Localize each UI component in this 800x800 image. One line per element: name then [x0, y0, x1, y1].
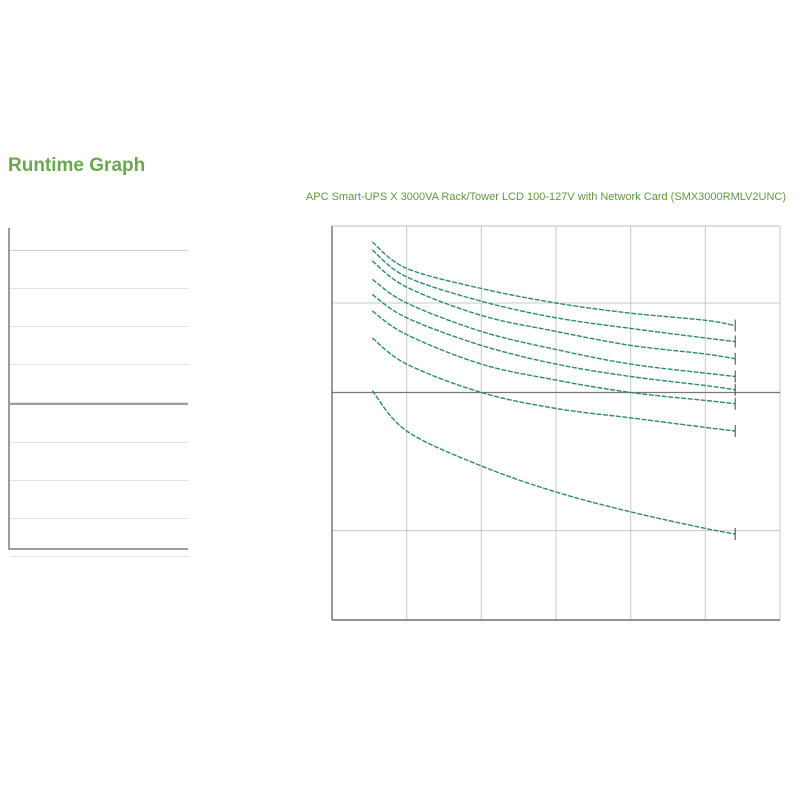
legend-row: [10, 519, 188, 557]
page-title: Runtime Graph: [8, 155, 146, 176]
runtime-series-line: [371, 249, 736, 343]
runtime-series-line: [371, 260, 736, 360]
runtime-legend-table: [8, 228, 188, 557]
runtime-series-line: [371, 278, 736, 378]
runtime-series-line: [371, 310, 736, 405]
runtime-series-line: [371, 390, 736, 535]
legend-row: [10, 481, 188, 519]
product-title: APC Smart-UPS X 3000VA Rack/Tower LCD 10…: [305, 191, 786, 203]
grid-lines: [332, 226, 781, 620]
legend-row: [10, 365, 188, 403]
runtime-curves: [371, 241, 736, 541]
axes: [331, 225, 780, 621]
legend-header-row: [10, 228, 188, 251]
legend-row: [10, 327, 188, 365]
legend-row: [10, 443, 188, 481]
legend-row: [10, 403, 188, 443]
runtime-series-line: [371, 241, 736, 327]
legend-row: [10, 289, 188, 327]
runtime-series-line: [371, 293, 736, 391]
legend-row: [10, 251, 188, 289]
runtime-series-line: [371, 337, 736, 432]
